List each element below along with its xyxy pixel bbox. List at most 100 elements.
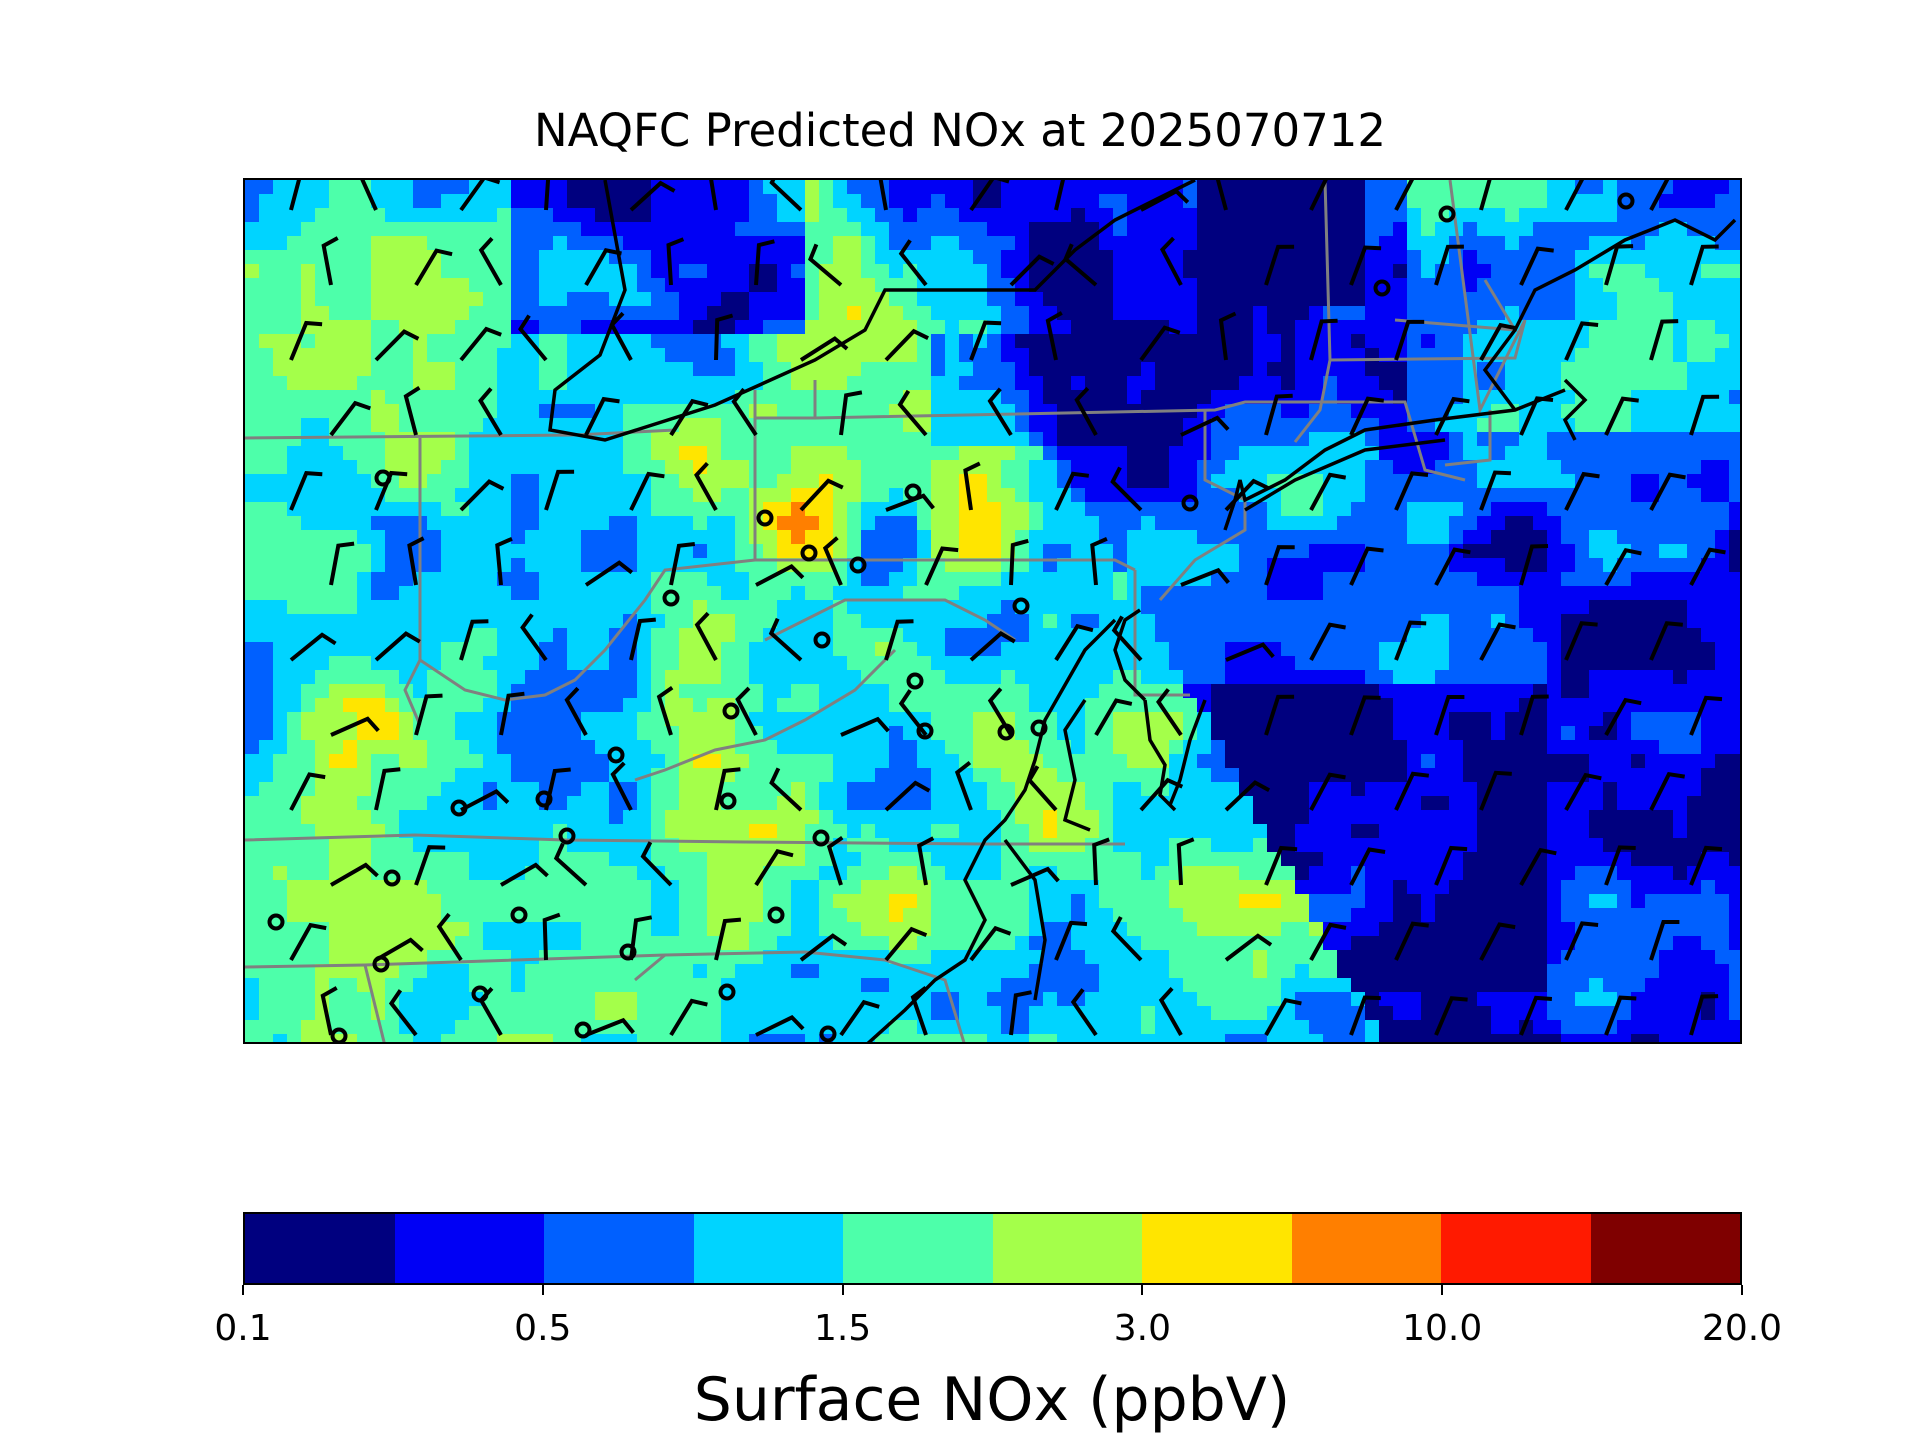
wind-barb [768,617,803,662]
colorbar-tick-label: 10.0 [1402,1308,1483,1349]
wind-barb [584,396,620,436]
wind-barb [584,560,634,587]
wind-barb [1045,311,1063,361]
monitor-site [374,469,392,487]
wind-barb [669,398,709,437]
colorbar-tick [541,1285,544,1295]
wind-barb [403,386,421,436]
wind-barb [714,917,742,961]
wind-barb [1264,694,1295,736]
wind-barb [374,937,424,962]
wind-barb [1349,245,1382,286]
wind-barb [1264,997,1302,1036]
wind-barb [1604,845,1636,886]
wind-barb [669,998,708,1037]
wind-barb [1394,620,1427,661]
wind-barb [1111,615,1143,662]
wind-barb [969,631,1016,662]
wind-barb [553,842,588,887]
colorbar-segment-7 [1291,1214,1441,1283]
wind-barb [1434,547,1471,586]
wind-barb [1394,319,1425,361]
wind-barb [544,469,575,511]
wind-barb [1349,695,1381,736]
wind-barb [388,989,418,1037]
wind-barb [460,788,510,812]
wind-barb [1094,698,1133,737]
wind-barb [1519,995,1553,1036]
wind-barb [954,761,973,811]
monitor-site [718,983,736,1001]
wind-barb [755,1014,805,1037]
wind-barb [916,836,935,886]
wind-barb [769,767,803,812]
colorbar-segment-1 [394,1214,544,1283]
wind-barb [754,849,794,887]
wind-barb [1309,772,1346,811]
wind-barb [1309,180,1328,211]
wind-barb [898,689,928,737]
wind-barb [969,180,1010,212]
wind-barb [969,320,1002,361]
wind-barb [884,328,929,362]
wind-barb [1689,845,1723,886]
colorbar-tick-label: 3.0 [1113,1308,1172,1349]
wind-barb [1139,777,1184,812]
monitor-site [1617,192,1635,210]
wind-barb [1074,386,1098,436]
wind-barb [1264,244,1295,286]
wind-barb [884,619,914,661]
wind-barb [1156,688,1183,737]
wind-barb [1479,180,1492,211]
wind-barb [1139,325,1181,362]
colorbar-tick [1741,1285,1743,1295]
monitor-site [330,1027,348,1042]
wind-barb [1090,536,1108,586]
wind-barb [1479,770,1512,811]
wind-barb [1110,916,1143,962]
wind-barb [1519,544,1549,586]
wind-barb [1070,988,1098,1037]
wind-barb [897,389,928,437]
wind-barb [585,1017,635,1037]
wind-barb [1479,922,1516,961]
monitor-site [607,746,625,764]
wind-barb [826,835,844,886]
colorbar-segment-5 [992,1214,1142,1283]
wind-barb [414,248,453,287]
wind-barb [1689,244,1719,286]
wind-barb [1224,780,1271,812]
wind-barb [1009,538,1029,586]
wind-barb [1009,254,1055,287]
wind-barb [1604,995,1637,1036]
wind-barb [924,546,959,586]
monitor-site [904,483,922,501]
monitor-site [812,829,830,847]
wind-barb [884,780,931,812]
wind-barb [1180,415,1230,437]
wind-barb [1564,321,1599,361]
wind-barb [1349,995,1381,1036]
wind-barb [609,311,633,361]
wind-barb [1054,920,1088,961]
monitor-site [450,799,468,817]
wind-barb [1564,772,1602,811]
wind-barb [1394,771,1430,811]
wind-barb [799,336,849,362]
wind-barb [963,461,981,511]
wind-barb [629,471,665,511]
monitor-site [383,869,401,887]
monitor-site [372,955,390,973]
wind-barb [520,613,548,662]
wind-barb [1140,188,1190,212]
colorbar-segment-6 [1142,1214,1292,1283]
wind-barb [987,687,1013,737]
wind-barb [329,541,355,586]
wind-barb [840,716,890,737]
wind-barb [714,313,734,361]
wind-barb [1349,847,1386,886]
wind-barb [1649,180,1670,211]
monitor-site [916,722,934,740]
monitor-site [800,544,818,562]
wind-barb [666,237,685,286]
